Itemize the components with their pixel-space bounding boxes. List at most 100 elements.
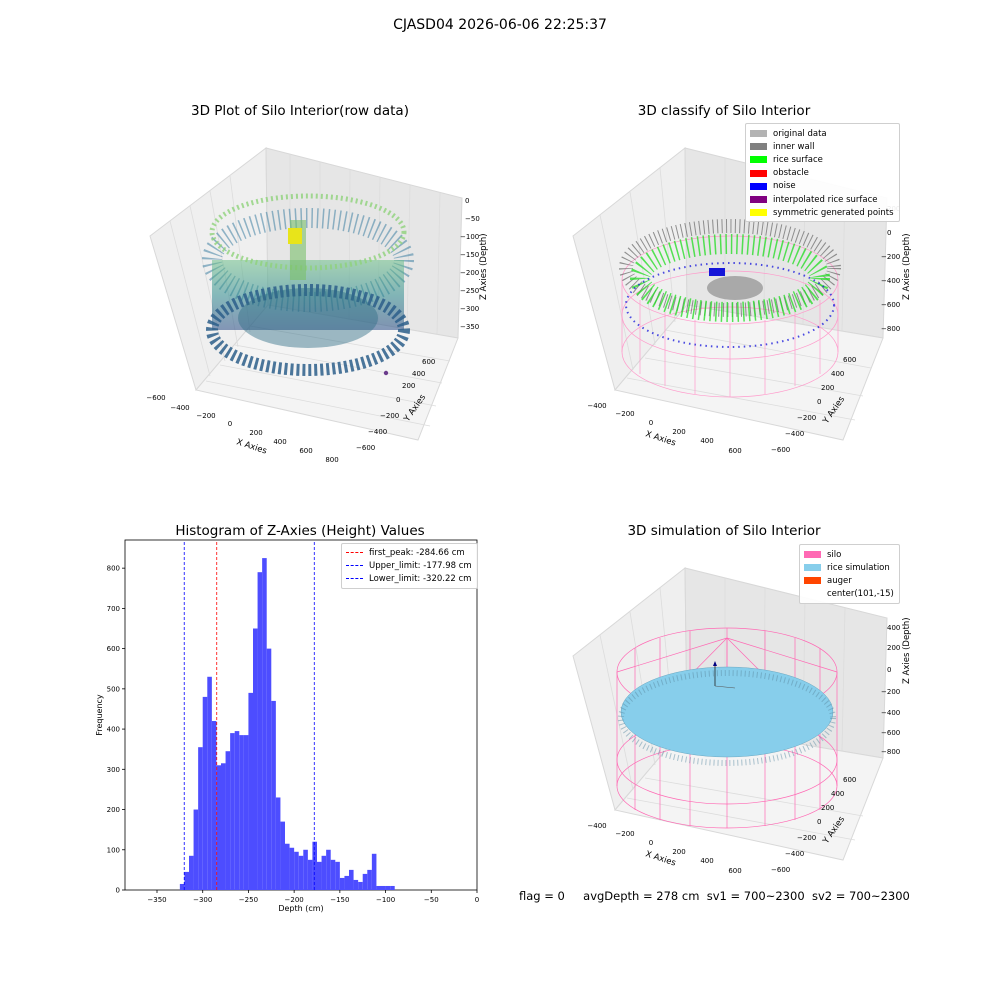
- classify-xtick: 600: [728, 447, 741, 455]
- histogram-bar: [353, 879, 359, 890]
- histogram-bar: [385, 885, 391, 890]
- legend-item: Lower_limit: -320.22 cm: [346, 572, 472, 585]
- simulation-ytick: −600: [771, 866, 790, 874]
- raw-zlabel: Z Axies (Depth): [479, 233, 489, 300]
- histogram-bar: [189, 855, 194, 890]
- histogram-ytick-label: 400: [107, 726, 120, 734]
- classify-ztick: −400: [881, 277, 900, 285]
- histogram-bar: [239, 735, 244, 890]
- histogram-xtick-label: −200: [285, 896, 304, 904]
- raw-ztick: −150: [460, 251, 479, 259]
- histogram-bar: [198, 747, 203, 890]
- simulation-xtick: −200: [615, 830, 634, 838]
- raw-ytick: 600: [422, 358, 435, 366]
- simulation-xtick: 600: [728, 867, 741, 875]
- raw-xtick: 200: [249, 429, 262, 437]
- histogram-bar: [184, 871, 189, 890]
- legend-item: center(101,-15): [827, 589, 894, 600]
- histogram-bar: [307, 859, 313, 890]
- histogram-xlabel: Depth (cm): [278, 904, 323, 913]
- histogram-chart: −350 −300 −250 −200 −150 −100 −50 0 0 100 200 300 4…: [95, 539, 479, 913]
- classify-xtick: 200: [672, 428, 685, 436]
- simulation-ztick: 200: [887, 644, 900, 652]
- raw-xtick: −400: [170, 404, 189, 412]
- legend-item: noise: [750, 180, 894, 193]
- raw-ytick: 0: [396, 396, 400, 404]
- simulation-ztick: 400: [887, 624, 900, 632]
- histogram-ytick-label: 600: [107, 645, 120, 653]
- simulation-ytick: −200: [797, 834, 816, 842]
- histogram-bar: [221, 763, 226, 890]
- legend-item: auger: [804, 574, 894, 587]
- histogram-bar: [390, 885, 395, 890]
- legend-item: rice surface: [750, 153, 894, 166]
- classify-ytick: −600: [771, 446, 790, 454]
- histogram-bar: [225, 751, 231, 890]
- classify-ytick: 400: [831, 370, 844, 378]
- legend-item: Upper_limit: -177.98 cm: [346, 559, 472, 572]
- histogram-ytick-label: 200: [107, 806, 120, 814]
- histogram-bar: [303, 849, 308, 890]
- histogram-bar: [339, 877, 345, 890]
- raw-xlabel: X Axies: [235, 437, 268, 456]
- status-line: flag = 0 avgDepth = 278 cm sv1 = 700~230…: [519, 889, 910, 903]
- raw-xtick: 800: [325, 456, 338, 464]
- raw-xtick: 400: [273, 438, 286, 446]
- raw-ytick: −600: [356, 444, 375, 452]
- simulation-ztick: −200: [881, 688, 900, 696]
- simulation-ytick: 200: [821, 804, 834, 812]
- histogram-bar: [371, 853, 377, 890]
- classify-plot-title: 3D classify of Silo Interior: [637, 103, 811, 119]
- simulation-ztick: −800: [881, 748, 900, 756]
- histogram-bar: [321, 855, 327, 890]
- classify-xtick: 400: [700, 437, 713, 445]
- sv2-status: sv2 = 700~2300: [811, 889, 910, 903]
- raw-ztick: −100: [460, 233, 479, 241]
- classify-ztick: −600: [881, 301, 900, 309]
- legend-item: inner wall: [750, 140, 894, 153]
- simulation-xtick: 200: [672, 848, 685, 856]
- histogram-legend: first_peak: -284.66 cm Upper_limit: -177…: [341, 543, 478, 589]
- histogram-xtick-label: −350: [147, 896, 166, 904]
- raw-ytick: −200: [380, 412, 399, 420]
- histogram-bars: [179, 558, 395, 890]
- histogram-ytick-label: 0: [116, 887, 120, 895]
- classify-ytick: 0: [817, 398, 821, 406]
- histogram-bar: [335, 861, 340, 890]
- avg-depth-status: avgDepth = 278 cm: [583, 889, 700, 903]
- classify-ytick: 600: [843, 356, 856, 364]
- simulation-ytick: −400: [785, 850, 804, 858]
- histogram-bar: [266, 648, 272, 890]
- simulation-ytick: 600: [843, 776, 856, 784]
- histogram-xtick-label: −300: [193, 896, 212, 904]
- legend-item: symmetric generated points: [750, 206, 894, 219]
- histogram-bar: [262, 558, 267, 890]
- histogram-bar: [312, 841, 317, 890]
- histogram-bar: [257, 572, 263, 890]
- simulation-xtick: 0: [649, 839, 653, 847]
- simulation-xtick: −400: [587, 822, 606, 830]
- histogram-bar: [271, 700, 276, 890]
- raw-ztick: 0: [465, 197, 469, 205]
- simulation-ztick: −600: [881, 729, 900, 737]
- raw-plot-title: 3D Plot of Silo Interior(row data): [191, 103, 409, 119]
- raw-ztick: −200: [460, 269, 479, 277]
- histogram-bar: [344, 875, 349, 890]
- simulation-ztick: 0: [887, 666, 891, 674]
- legend-item: original data: [750, 127, 894, 140]
- histogram-bar: [248, 692, 253, 890]
- histogram-xtick-label: −150: [330, 896, 349, 904]
- classify-legend: original data inner wall rice surface ob…: [745, 123, 900, 223]
- raw-xtick: 600: [299, 447, 312, 455]
- histogram-ytick-label: 300: [107, 766, 120, 774]
- simulation-ztick: −400: [881, 709, 900, 717]
- histogram-bar: [243, 735, 249, 890]
- histogram-bar: [207, 676, 212, 890]
- histogram-xtick-label: 0: [475, 896, 479, 904]
- histogram-bar: [285, 843, 290, 890]
- raw-ztick: −300: [460, 305, 479, 313]
- raw-xtick: −200: [196, 412, 215, 420]
- raw-ztick: −350: [460, 323, 479, 331]
- classify-zlabel: Z Axies (Depth): [902, 233, 912, 300]
- histogram-bar: [275, 797, 281, 890]
